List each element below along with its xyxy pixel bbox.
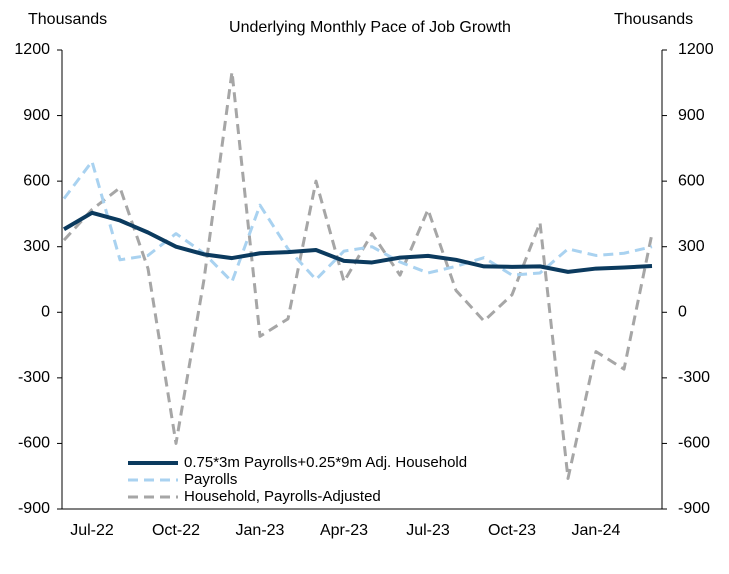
x-tick-label: Jan-23 bbox=[236, 522, 285, 539]
series-line bbox=[62, 159, 653, 284]
x-tick-label: Oct-23 bbox=[488, 522, 536, 539]
y-axis-title: Thousands bbox=[28, 11, 107, 28]
x-tick-label: Jan-24 bbox=[572, 522, 621, 539]
y2-tick-label: 300 bbox=[678, 238, 705, 255]
x-tick-label: Apr-23 bbox=[320, 522, 368, 539]
series-line bbox=[62, 70, 654, 480]
y2-tick-label: -900 bbox=[678, 500, 710, 517]
legend-label: Household, Payrolls-Adjusted bbox=[184, 488, 381, 505]
legend-label: 0.75*3m Payrolls+0.25*9m Adj. Household bbox=[184, 454, 467, 471]
legend-label: Payrolls bbox=[184, 471, 237, 488]
y-tick-label: -900 bbox=[18, 500, 50, 517]
y-tick-label: -600 bbox=[18, 435, 50, 452]
y2-tick-label: 600 bbox=[678, 172, 705, 189]
x-tick-label: Jul-22 bbox=[70, 522, 114, 539]
y2-tick-label: 900 bbox=[678, 107, 705, 124]
series-line bbox=[62, 210, 653, 274]
chart-title: Underlying Monthly Pace of Job Growth bbox=[229, 19, 511, 36]
y-tick-label: 900 bbox=[23, 107, 50, 124]
y2-tick-label: 1200 bbox=[678, 41, 714, 58]
y-tick-label: -300 bbox=[18, 369, 50, 386]
y2-tick-label: -300 bbox=[678, 369, 710, 386]
y2-axis-title: Thousands bbox=[614, 11, 693, 28]
y2-tick-label: -600 bbox=[678, 435, 710, 452]
y-tick-label: 1200 bbox=[14, 41, 50, 58]
x-tick-label: Jul-23 bbox=[406, 522, 450, 539]
y2-tick-label: 0 bbox=[678, 304, 687, 321]
y-tick-label: 300 bbox=[23, 238, 50, 255]
x-tick-label: Oct-22 bbox=[152, 522, 200, 539]
y-tick-label: 600 bbox=[23, 172, 50, 189]
y-tick-label: 0 bbox=[41, 304, 50, 321]
